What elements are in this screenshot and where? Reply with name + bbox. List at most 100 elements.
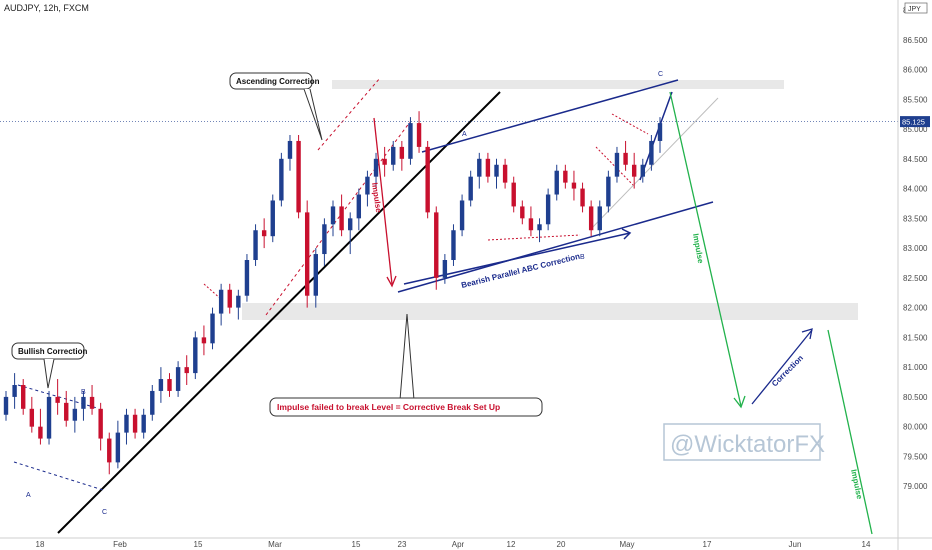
candle-body [657,123,663,141]
candle-body [29,408,35,427]
impulse-failed-pointer [399,313,415,401]
ascending-channel-lower [265,121,411,316]
candle-body [21,385,26,409]
candle-body [485,158,491,177]
y-tick-label: 86.000 [903,66,928,75]
impulse-green-label-2: Impulse [849,469,864,501]
wave-label-b-2: B [580,254,585,261]
candle-body [399,146,405,159]
candle-body [649,140,654,165]
y-tick-label: 83.000 [903,244,928,253]
candle-body [631,164,637,177]
resistance-zone [332,80,784,89]
candle-body [3,396,9,415]
bearish-channel-lower [397,201,714,293]
y-tick-label: 86.500 [903,36,928,45]
currency-label: JPY [908,6,921,13]
y-tick-label: 81.500 [903,333,928,342]
wave-label-c-2: C [658,71,663,78]
candle-body [563,170,568,183]
x-tick-label: 15 [352,540,361,549]
y-tick-label: 84.000 [903,185,928,194]
y-tick-label: 82.000 [903,304,928,313]
candle-body [296,140,301,213]
correction-arrow-head [801,328,813,340]
candle-body [373,158,379,177]
candle-body [115,432,121,463]
y-tick-label: 81.000 [903,363,928,372]
candle-body [606,176,611,207]
candle-body [640,164,645,177]
candle-body [253,230,258,260]
candle-body [150,390,155,415]
candle-body [425,146,430,213]
candle-body [511,182,516,207]
candle-body [89,396,95,409]
x-tick-label: 14 [862,540,871,549]
red-box-4 [595,146,635,187]
bullish-correction-text: Bullish Correction [18,347,87,356]
candle-body [107,438,112,463]
candle-body [451,230,456,260]
candle-body [236,295,241,308]
candle-body [124,414,129,433]
y-tick-label: 85.500 [903,95,928,104]
ascending-channel-upper [317,77,381,151]
impulse-green-arrow-2 [827,329,873,535]
candle-body [580,188,585,207]
candle-body [218,289,224,314]
red-box-3 [611,113,649,135]
correction-label: Correction [770,353,805,388]
candle-body [494,164,499,177]
x-tick-label: Jun [789,540,802,549]
wedge-line [639,91,673,181]
impulse-green-arrow [669,91,742,407]
x-tick-label: Apr [452,540,465,549]
candle-body [46,396,52,439]
candle-body [158,379,164,391]
candles [3,111,663,475]
candle-body [502,164,508,183]
y-tick-label: 83.500 [903,214,928,223]
wave-label-a-1: A [26,492,31,499]
bullish-channel-lower [13,461,104,491]
x-tick-label: May [619,540,634,549]
watermark-text: @WicktatorFX [670,431,825,458]
candle-body [175,367,181,391]
candle-body [356,194,362,219]
time-axis[interactable] [0,538,898,550]
impulse-failed-box [269,397,543,417]
candle-body [597,206,602,231]
x-tick-label: 15 [194,540,203,549]
candle-body [391,146,396,165]
impulse-red-label: Impulse [370,182,383,214]
candle-body [64,402,69,421]
chart-title: AUDJPY, 12h, FXCM [4,3,89,13]
watermark-box [663,423,821,461]
bearish-channel-upper [421,79,679,153]
bullish-correction-pointer [43,358,55,389]
y-tick-label: 82.500 [903,274,928,283]
bearish-channel-arrow [403,232,631,285]
x-tick-label: Mar [268,540,282,549]
y-tick-label: 84.500 [903,155,928,164]
y-tick-label: 80.000 [903,423,928,432]
price-axis[interactable] [898,0,932,538]
candle-body [477,158,482,177]
candle-body [571,182,577,189]
ascending-correction-pointer [303,88,323,141]
candle-body [382,158,387,165]
candle-body [244,260,250,296]
candle-body [141,414,146,433]
x-axis-ticks: 18 Feb 15 Mar 15 23 Apr 12 20 May 17 Jun 14 [36,540,871,549]
candle-body [520,206,525,219]
x-tick-label: 20 [557,540,566,549]
x-tick-label: 23 [398,540,407,549]
x-tick-label: 12 [507,540,516,549]
wave-label-c-1: C [102,509,107,516]
wave-label-a-2: A [462,131,467,138]
wave-label-b-1: B [81,389,86,396]
candle-body [98,408,103,439]
candle-body [554,170,559,195]
